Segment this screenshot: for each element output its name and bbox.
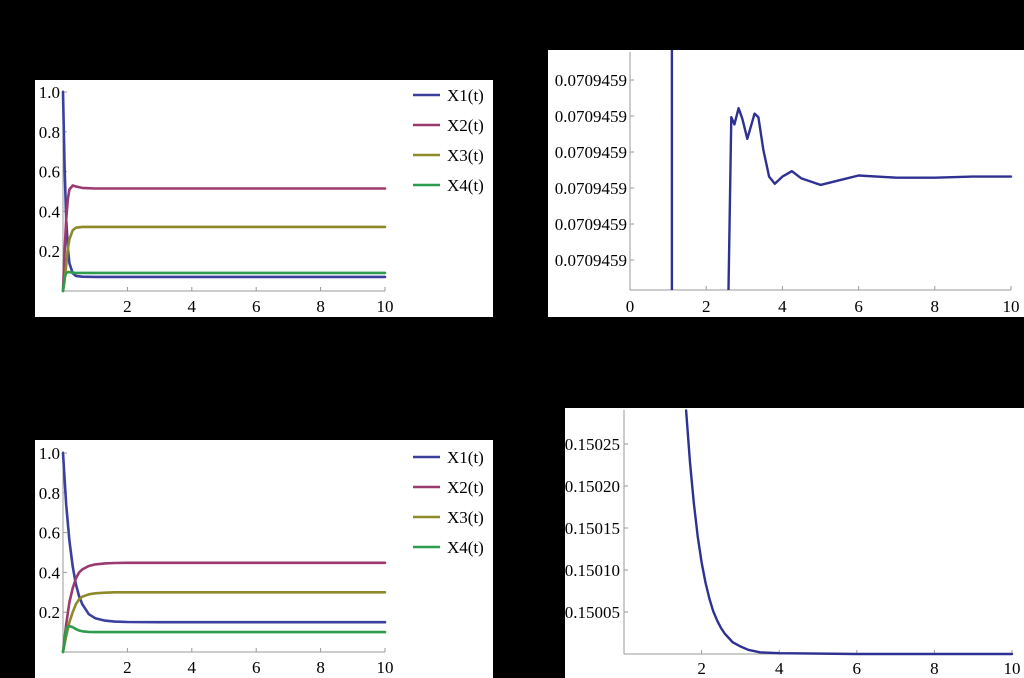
legend-label-3: X3(t) <box>447 508 484 527</box>
x-tick-label: 8 <box>931 297 940 316</box>
x-tick-label: 2 <box>697 659 706 678</box>
line-chart-top-right: 0 2 4 6 8 10 0.0709459 0.0709459 0.0709459 0.0709… <box>555 50 1020 316</box>
series-line-1 <box>670 50 1013 290</box>
chart-panel-top-right: 0 2 4 6 8 10 0.0709459 0.0709459 0.0709459 0.0709… <box>548 50 1024 317</box>
x-tick-label: 0 <box>626 297 635 316</box>
series-line-1 <box>61 451 387 624</box>
x-tick-label: 4 <box>778 297 787 316</box>
x-tick-label: 10 <box>377 658 394 677</box>
series-line-2 <box>61 561 387 654</box>
y-tick-label: 0.15010 <box>565 561 620 580</box>
legend-label-1: X1(t) <box>447 448 484 467</box>
series-line-3 <box>61 225 387 293</box>
y-tick-label: 1.0 <box>39 444 60 463</box>
chart-panel-bottom-left: 2 4 6 8 10 1.0 0.8 0.6 0.4 0.2 X1(t) X2(t) X3(t) X4(t… <box>35 440 493 678</box>
legend-label-2: X2(t) <box>447 116 484 135</box>
series-line-1 <box>61 90 387 279</box>
x-tick-label: 8 <box>930 659 939 678</box>
y-tick-label: 0.15020 <box>565 477 620 496</box>
legend-label-4: X4(t) <box>447 176 484 195</box>
legend-label-4: X4(t) <box>447 538 484 557</box>
y-tick-label: 0.2 <box>39 242 60 261</box>
y-tick-label: 0.6 <box>39 524 60 543</box>
x-tick-label: 10 <box>377 297 394 316</box>
y-tick-label: 0.6 <box>39 163 60 182</box>
x-tick-label: 8 <box>316 297 325 316</box>
legend-label-2: X2(t) <box>447 478 484 497</box>
x-tick-label: 6 <box>853 659 862 678</box>
x-tick-label: 4 <box>188 658 197 677</box>
series-line-3 <box>61 591 387 654</box>
x-tick-label: 6 <box>252 297 261 316</box>
x-tick-label: 2 <box>702 297 711 316</box>
series-line-2 <box>61 184 387 293</box>
y-tick-label: 0.0709459 <box>555 71 627 90</box>
x-tick-label: 4 <box>775 659 784 678</box>
x-tick-label: 6 <box>252 658 261 677</box>
y-tick-label: 0.0709459 <box>555 107 627 126</box>
y-tick-label: 0.4 <box>39 202 61 221</box>
chart-panel-bottom-right: 2 4 6 8 10 0.15025 0.15020 0.15015 0.15010 0.1500… <box>565 408 1024 678</box>
series-line-4 <box>61 270 387 293</box>
y-tick-label: 0.0709459 <box>555 179 627 198</box>
chart-panel-top-left: 2 4 6 8 10 1.0 0.8 0.6 0.4 0.2 X1(t) X2(t) X3(t) X4(t… <box>35 80 493 317</box>
y-tick-label: 0.8 <box>39 484 60 503</box>
x-tick-label: 2 <box>123 658 131 677</box>
x-tick-label: 4 <box>188 297 197 316</box>
legend-label-1: X1(t) <box>447 86 484 105</box>
series-line-1 <box>684 409 1014 656</box>
x-tick-label: 6 <box>854 297 863 316</box>
x-tick-label: 8 <box>316 658 325 677</box>
line-chart-bottom-right: 2 4 6 8 10 0.15025 0.15020 0.15015 0.15010 0.1500… <box>565 409 1021 678</box>
line-chart-bottom-left: 2 4 6 8 10 1.0 0.8 0.6 0.4 0.2 X1(t) X2(t) X3(t) X4(t… <box>39 444 484 677</box>
y-tick-label: 0.15015 <box>565 519 620 538</box>
y-tick-label: 0.0709459 <box>555 251 627 270</box>
x-tick-label: 2 <box>123 297 131 316</box>
x-tick-label: 10 <box>1003 297 1020 316</box>
y-tick-label: 0.15025 <box>565 435 620 454</box>
y-tick-label: 0.0709459 <box>555 143 627 162</box>
plot-area <box>670 50 1013 290</box>
y-tick-label: 0.4 <box>39 563 61 582</box>
y-tick-label: 0.8 <box>39 123 60 142</box>
line-chart-top-left: 2 4 6 8 10 1.0 0.8 0.6 0.4 0.2 X1(t) X2(t) X3(t) X4(t… <box>39 83 484 316</box>
y-tick-label: 0.15005 <box>565 603 620 622</box>
y-tick-label: 0.0709459 <box>555 215 627 234</box>
plot-area <box>684 409 1014 656</box>
y-tick-label: 0.2 <box>39 603 60 622</box>
x-tick-label: 10 <box>1004 659 1021 678</box>
series-line-4 <box>61 624 387 654</box>
y-tick-label: 1.0 <box>39 83 60 102</box>
legend-label-3: X3(t) <box>447 146 484 165</box>
